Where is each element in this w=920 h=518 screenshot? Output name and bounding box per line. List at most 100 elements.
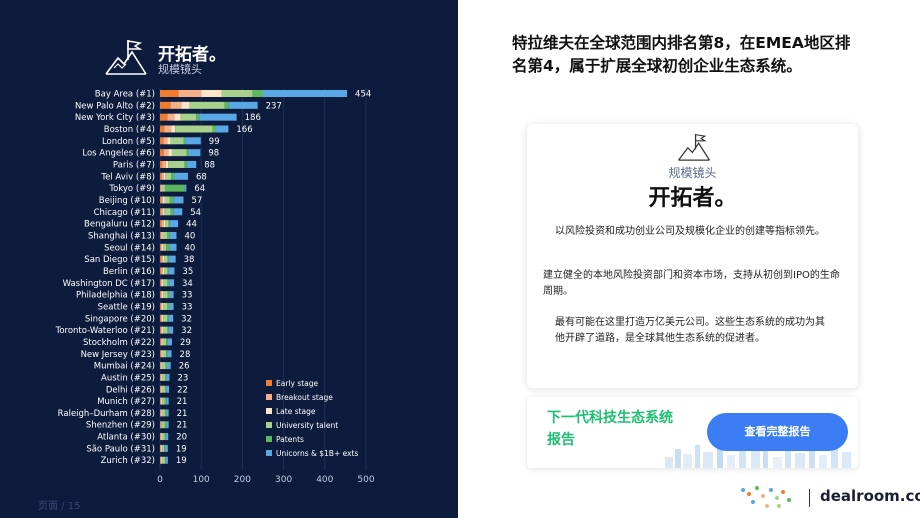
bar-segment — [162, 409, 166, 417]
bar-segment — [161, 255, 163, 263]
banner-text: 下一代科技生态系统报告 — [547, 410, 673, 448]
bar-segment — [161, 220, 164, 228]
bar-segment — [160, 314, 161, 322]
category-label: Austin (#25) — [101, 373, 155, 383]
legend-label: University talent — [276, 421, 338, 430]
bar-segment — [162, 267, 165, 275]
bar-segment — [216, 125, 229, 133]
category-label: Atlanta (#30) — [97, 433, 155, 443]
bar-segment — [221, 90, 253, 97]
bar-segment — [189, 101, 225, 109]
bar-segment — [160, 113, 168, 121]
data-label: 21 — [177, 397, 188, 407]
bar-segment — [161, 208, 163, 216]
category-label: Shenzhen (#29) — [86, 421, 155, 431]
legend-label: Late stage — [276, 407, 316, 416]
bar-segment — [168, 149, 172, 157]
category-label: Boston (#4) — [104, 125, 155, 135]
bar-segment — [160, 279, 163, 287]
bar-segment — [174, 113, 181, 121]
category-label: New York City (#3) — [75, 113, 155, 123]
bar-segment — [160, 220, 162, 228]
bar-segment — [164, 196, 170, 204]
data-label: 88 — [204, 160, 215, 170]
bar-segment — [161, 172, 164, 180]
x-tick-label: 500 — [357, 475, 374, 485]
bar-segment — [160, 255, 162, 263]
bar-segment — [167, 302, 170, 310]
category-label: Mumbai (#24) — [94, 362, 155, 372]
bar-segment — [160, 302, 163, 310]
bar-segment — [166, 243, 170, 251]
bar-segment — [162, 160, 166, 168]
info-card: 规模镜头 开拓者。 以风险投资和成功创业公司及规模化企业的创建等指标领先。 建立… — [527, 124, 858, 388]
data-label: 54 — [190, 208, 201, 218]
bar-segment — [164, 456, 166, 464]
category-label: New Jersey (#23) — [81, 350, 155, 360]
bar-segment — [163, 137, 168, 145]
x-tick-label: 200 — [234, 475, 251, 485]
bar-segment — [160, 267, 162, 275]
bar-segment — [228, 101, 258, 109]
bar-segment — [161, 421, 165, 429]
bar-segment — [169, 196, 174, 204]
bar-segment — [160, 302, 161, 310]
bar-segment — [169, 231, 177, 239]
bar-segment — [160, 350, 161, 358]
bar-segment — [160, 385, 162, 393]
x-tick-label: 0 — [157, 475, 163, 485]
legend-swatch — [266, 436, 272, 442]
bar-segment — [165, 220, 169, 228]
bar-segment — [167, 279, 170, 287]
data-label: 32 — [181, 326, 192, 336]
category-label: Delhi (#26) — [106, 385, 155, 395]
bar-segment — [163, 314, 168, 322]
bar-segment — [180, 113, 197, 121]
bar-segment — [166, 373, 170, 381]
report-banner: 下一代科技生态系统报告 查看完整报告 — [527, 397, 858, 468]
bar-segment — [160, 338, 163, 346]
data-label: 98 — [208, 149, 219, 159]
bar-segment — [161, 409, 163, 417]
panel-title: 开拓者。 — [158, 45, 226, 65]
bar-segment — [201, 90, 222, 97]
data-label: 454 — [355, 90, 371, 100]
bar-segment — [160, 456, 162, 464]
x-tick-label: 400 — [316, 475, 333, 485]
legend-swatch — [266, 408, 272, 414]
bar-segment — [163, 291, 168, 299]
bar-segment — [160, 421, 162, 429]
bar-segment — [169, 302, 174, 310]
bar-segment — [162, 231, 163, 239]
bar-segment — [164, 255, 168, 263]
category-label: Tokyo (#9) — [108, 184, 155, 194]
bar-segment — [167, 113, 175, 121]
category-label: São Paulo (#31) — [86, 444, 155, 454]
card-paragraph-3: 最有可能在这里打造万亿美元公司。这些生态系统的成功为其他开辟了道路，是全球其他生… — [555, 317, 825, 344]
bar-segment — [181, 101, 190, 109]
bar-segment — [168, 160, 185, 168]
data-label: 44 — [186, 220, 197, 230]
category-label: New Palo Alto (#2) — [75, 101, 155, 111]
category-label: Stockholm (#22) — [83, 338, 155, 348]
bar-segment — [161, 196, 163, 204]
bar-segment — [165, 433, 169, 441]
legend-label: Early stage — [276, 379, 319, 388]
bar-segment — [196, 113, 200, 121]
bar-segment — [160, 444, 162, 452]
category-label: Tel Aviv (#8) — [100, 172, 155, 182]
headline: 特拉维夫在全球范围内排名第8，在EMEA地区排名第4，属于扩展全球初创企业生态系… — [512, 34, 851, 75]
bar-segment — [165, 362, 168, 370]
bar-segment — [164, 444, 168, 452]
bar-segment — [162, 243, 164, 251]
view-full-report-button[interactable]: 查看完整报告 — [707, 413, 848, 451]
category-label: Raleigh–Durham (#28) — [58, 409, 155, 419]
bar-segment — [167, 255, 169, 263]
bar-segment — [160, 231, 163, 239]
x-tick-label: 100 — [193, 475, 210, 485]
ranking-chart: 0 100 200 300 400 500 Bay Area (#1) 454 New Palo… — [55, 88, 375, 485]
bar-segment — [162, 397, 165, 405]
chart-panel: 开拓者。 规模镜头 0 100 200 300 400 500 Bay Area (#1) 4… — [0, 0, 458, 518]
bar-segment — [167, 362, 171, 370]
data-label: 38 — [184, 255, 195, 265]
